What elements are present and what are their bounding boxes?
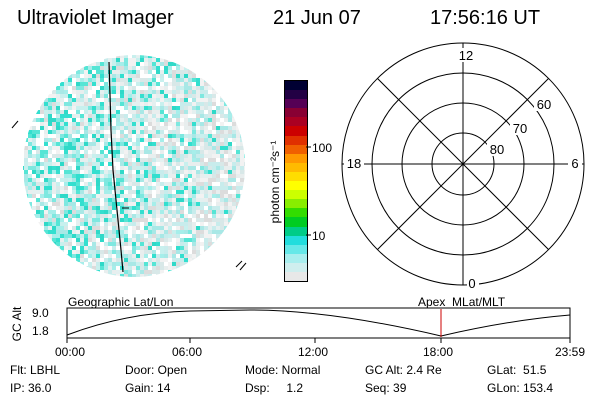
timeline-ymax: 9.0 [32, 306, 49, 320]
polar-lat-70: 70 [513, 121, 527, 136]
altitude-curve [66, 309, 571, 337]
info-seq: Seq: 39 [365, 381, 407, 395]
polar-hour-18: 18 [347, 156, 361, 171]
colorbar-tick-10: 10 [312, 229, 326, 243]
colorbar-band [285, 235, 307, 245]
colorbar-band [285, 253, 307, 263]
timeline-tick-2359: 23:59 [555, 345, 586, 359]
colorbar-band [285, 90, 307, 100]
timeline-tick-1200: 12:00 [298, 345, 329, 359]
colorbar-band [285, 190, 307, 200]
polar-hour-0: 0 [468, 276, 475, 291]
info-door: Door: Open [125, 363, 188, 377]
altitude-timeline [66, 307, 571, 343]
colorbar [284, 80, 308, 282]
colorbar-band [285, 153, 307, 163]
info-gc-alt: GC Alt: 2.4 Re [365, 363, 442, 377]
timeline-ymin: 1.8 [32, 324, 49, 338]
date-label: 21 Jun 07 [273, 7, 361, 29]
colorbar-band [285, 271, 307, 282]
uv-image-pixels [23, 55, 245, 277]
timeline-left-label: Geographic Lat/Lon [68, 295, 174, 309]
colorbar-band [285, 208, 307, 218]
colorbar-band [285, 226, 307, 236]
info-filter: Flt: LBHL [10, 363, 61, 377]
colorbar-band [285, 181, 307, 191]
timeline-tick-1800: 18:00 [423, 345, 454, 359]
polar-hour-6: 6 [571, 156, 578, 171]
edge-mark-bottom [235, 260, 247, 271]
info-glon: GLon: 153.4 [487, 381, 554, 395]
instrument-title: Ultraviolet Imager [17, 7, 174, 29]
colorbar-tick-100: 100 [312, 141, 333, 155]
polar-plot: 12 18 6 0 60 70 80 [341, 42, 585, 291]
info-dsp: Dsp: 1.2 [245, 381, 304, 395]
info-ip: IP: 36.0 [10, 381, 52, 395]
polar-lat-60: 60 [537, 97, 551, 112]
colorbar-band [285, 262, 307, 272]
colorbar-band [285, 108, 307, 118]
colorbar-band [285, 199, 307, 209]
uv-earth-image [23, 55, 245, 277]
colorbar-band [285, 117, 307, 127]
colorbar-band [285, 162, 307, 172]
colorbar-band [285, 126, 307, 136]
colorbar-band [285, 144, 307, 154]
terminator-line [108, 61, 124, 273]
info-gain: Gain: 14 [125, 381, 171, 395]
time-label: 17:56:16 UT [430, 7, 541, 29]
info-mode: Mode: Normal [245, 363, 321, 377]
polar-hour-12: 12 [459, 48, 473, 63]
edge-mark-left [11, 120, 19, 129]
timeline-frame [66, 307, 571, 339]
timeline-tick-0000: 00:00 [55, 345, 86, 359]
colorbar-band [285, 99, 307, 109]
timeline-right-label: Apex MLat/MLT [418, 295, 506, 309]
timeline-tick-0600: 06:00 [172, 345, 203, 359]
colorbar-band [285, 135, 307, 145]
colorbar-label: photon cm⁻²s⁻¹ [268, 140, 282, 224]
polar-diagonal-2 [377, 78, 549, 250]
timeline-yaxis-label: GC Alt [10, 306, 24, 342]
colorbar-band [285, 217, 307, 227]
colorbar-band [285, 244, 307, 254]
colorbar-band [285, 81, 307, 91]
info-glat: GLat: 51.5 [487, 363, 547, 377]
colorbar-ticks [306, 146, 311, 236]
colorbar-gradient [285, 81, 307, 282]
polar-lat-80: 80 [490, 142, 504, 157]
colorbar-band [285, 171, 307, 182]
